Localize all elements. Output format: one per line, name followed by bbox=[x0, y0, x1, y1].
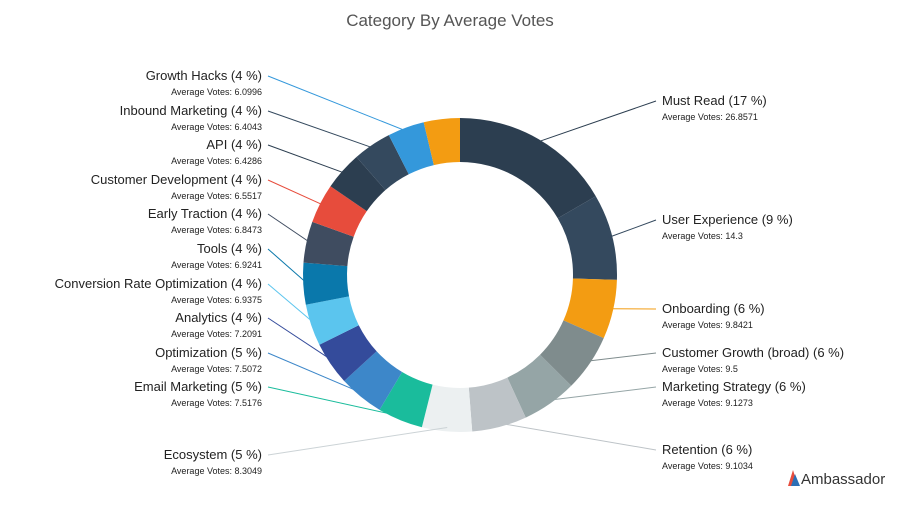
category-label: Tools (4 %) bbox=[197, 241, 262, 256]
logo: Ambassador bbox=[788, 470, 885, 488]
donut-slice bbox=[305, 296, 359, 345]
category-label: API (4 %) bbox=[206, 137, 262, 152]
leader-line bbox=[267, 144, 346, 174]
value-label: Average Votes: 14.3 bbox=[662, 231, 743, 241]
value-label: Average Votes: 6.9241 bbox=[171, 260, 262, 270]
value-label: Average Votes: 7.5176 bbox=[171, 398, 262, 408]
value-label: Average Votes: 6.0996 bbox=[171, 87, 262, 97]
donut-slice bbox=[319, 325, 377, 381]
donut-slice bbox=[388, 122, 434, 175]
leader-line bbox=[586, 352, 657, 362]
leader-line bbox=[267, 248, 308, 284]
donut-slice bbox=[423, 118, 460, 166]
leader-line bbox=[608, 219, 657, 238]
leader-line bbox=[267, 110, 375, 149]
category-label: Conversion Rate Optimization (4 %) bbox=[55, 276, 262, 291]
category-label: Ecosystem (5 %) bbox=[164, 447, 262, 462]
donut-slice bbox=[507, 354, 572, 418]
value-label: Average Votes: 8.3049 bbox=[171, 466, 262, 476]
leader-line bbox=[536, 100, 657, 143]
leader-line bbox=[267, 179, 325, 206]
value-label: Average Votes: 6.4286 bbox=[171, 156, 262, 166]
category-label: Growth Hacks (4 %) bbox=[146, 68, 262, 83]
category-label: Analytics (4 %) bbox=[175, 310, 262, 325]
donut-slice bbox=[557, 196, 617, 280]
logo-icon bbox=[791, 474, 800, 486]
leader-line bbox=[267, 386, 402, 417]
category-label: Email Marketing (5 %) bbox=[134, 379, 262, 394]
donut-slice bbox=[330, 156, 386, 212]
donut-slice bbox=[421, 384, 473, 432]
value-label: Average Votes: 6.5517 bbox=[171, 191, 262, 201]
leader-line bbox=[267, 426, 448, 456]
category-label: Marketing Strategy (6 %) bbox=[662, 379, 806, 394]
value-label: Average Votes: 7.2091 bbox=[171, 329, 262, 339]
donut-slice bbox=[468, 377, 526, 432]
donut-slice bbox=[356, 135, 409, 191]
category-label: Customer Development (4 %) bbox=[91, 172, 262, 187]
leader-line bbox=[267, 75, 408, 132]
leader-line bbox=[267, 213, 311, 244]
donut-slice bbox=[540, 320, 604, 386]
leader-line bbox=[267, 317, 335, 362]
category-label: Early Traction (4 %) bbox=[148, 206, 262, 221]
donut-slice bbox=[303, 221, 354, 267]
category-label: Retention (6 %) bbox=[662, 442, 752, 457]
value-label: Average Votes: 9.8421 bbox=[662, 320, 753, 330]
value-label: Average Votes: 9.5 bbox=[662, 364, 738, 374]
donut-slice bbox=[303, 262, 350, 305]
leader-line bbox=[498, 422, 657, 451]
value-label: Average Votes: 6.4043 bbox=[171, 122, 262, 132]
donut-slice bbox=[312, 186, 367, 237]
category-label: Optimization (5 %) bbox=[155, 345, 262, 360]
value-label: Average Votes: 7.5072 bbox=[171, 364, 262, 374]
category-label: Inbound Marketing (4 %) bbox=[120, 103, 262, 118]
donut-slice bbox=[344, 351, 403, 410]
category-label: User Experience (9 %) bbox=[662, 212, 793, 227]
donut-slice bbox=[460, 118, 596, 219]
value-label: Average Votes: 9.1034 bbox=[662, 461, 753, 471]
value-label: Average Votes: 6.9375 bbox=[171, 295, 262, 305]
value-label: Average Votes: 9.1273 bbox=[662, 398, 753, 408]
value-label: Average Votes: 26.8571 bbox=[662, 112, 758, 122]
leader-line bbox=[547, 386, 657, 401]
leader-line bbox=[267, 283, 316, 325]
value-label: Average Votes: 6.8473 bbox=[171, 225, 262, 235]
category-label: Onboarding (6 %) bbox=[662, 301, 765, 316]
category-label: Customer Growth (broad) (6 %) bbox=[662, 345, 844, 360]
donut-slice bbox=[379, 372, 433, 428]
logo-text: Ambassador bbox=[801, 471, 885, 488]
leader-line bbox=[267, 352, 364, 395]
donut-slice bbox=[563, 278, 617, 339]
chart-title: Category By Average Votes bbox=[346, 11, 554, 30]
category-label: Must Read (17 %) bbox=[662, 93, 767, 108]
